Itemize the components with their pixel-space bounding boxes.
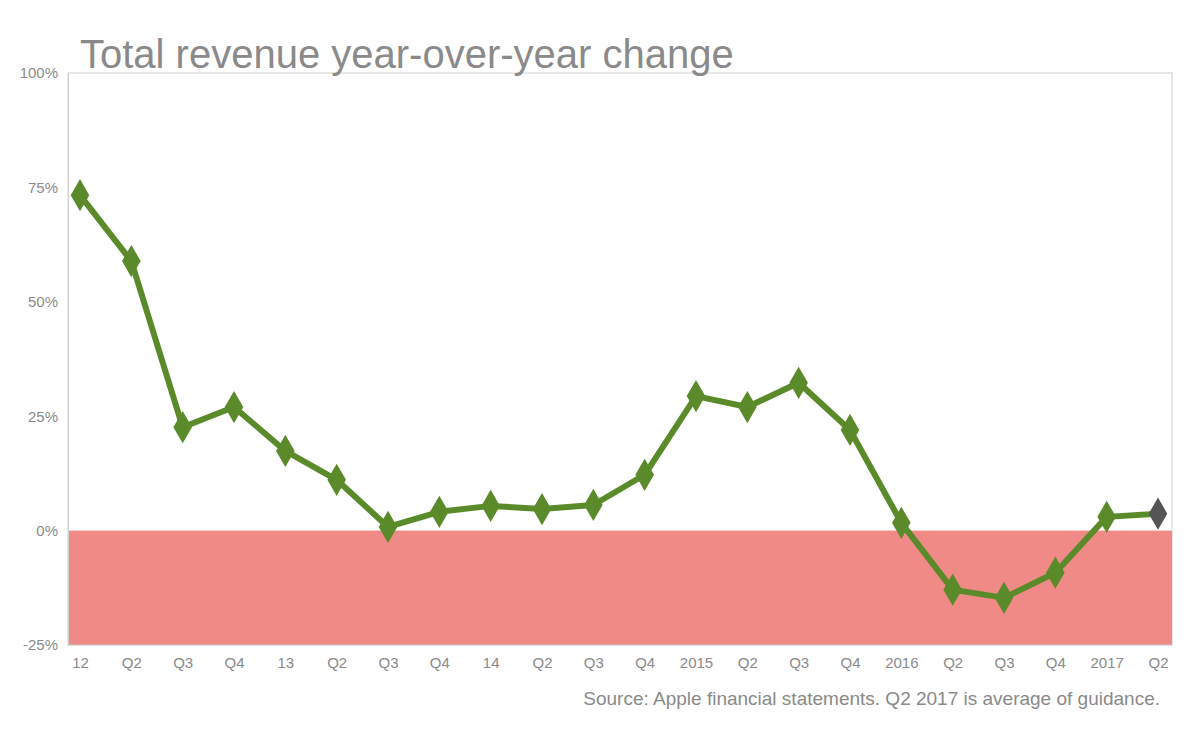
data-marker — [1097, 501, 1116, 533]
y-tick: 50% — [28, 293, 68, 310]
x-axis-line — [68, 645, 1172, 646]
plot-frame — [68, 73, 1172, 645]
data-marker — [738, 391, 757, 423]
y-axis: -25% 0% 25% 50% 75% 100% — [20, 64, 69, 653]
x-tick-label: Q3 — [173, 654, 193, 671]
y-tick-label: 100% — [20, 64, 58, 81]
x-tick: Q2 — [532, 645, 552, 671]
data-marker — [533, 493, 552, 525]
data-marker — [173, 411, 192, 443]
x-tick: Q2 — [327, 645, 347, 671]
data-marker — [327, 464, 346, 496]
y-tick-label: 25% — [28, 408, 58, 425]
y-tick: 75% — [28, 179, 68, 196]
x-tick-label: Q4 — [224, 654, 244, 671]
x-tick: 14 — [483, 645, 500, 671]
data-marker — [584, 489, 603, 521]
chart-title: Total revenue year-over-year change — [80, 32, 734, 76]
data-marker — [122, 245, 141, 277]
y-tick-label: 0% — [36, 522, 58, 539]
x-tick: Q4 — [430, 645, 450, 671]
x-tick: Q4 — [635, 645, 655, 671]
x-tick-label: Q3 — [378, 654, 398, 671]
y-tick: -25% — [23, 636, 68, 653]
x-tick-label: Q2 — [943, 654, 963, 671]
data-marker — [995, 582, 1014, 614]
x-tick: 2017 — [1090, 645, 1123, 671]
y-tick: 100% — [20, 64, 68, 81]
x-tick-label: Q4 — [430, 654, 450, 671]
data-marker — [841, 414, 860, 446]
x-tick-label: 13 — [277, 654, 294, 671]
x-tick: Q2 — [738, 645, 758, 671]
x-axis: 12 Q2 Q3 Q4 13 Q2 Q3 Q4 14 Q2 Q3 Q4 2015 Q2 Q3 Q4 2016 Q2… — [68, 645, 1172, 671]
data-marker — [687, 380, 706, 412]
y-tick: 0% — [36, 522, 68, 539]
x-tick-label: Q4 — [635, 654, 655, 671]
x-tick: Q4 — [224, 645, 244, 671]
chart: -25% 0% 25% 50% 75% 100% 12 Q2 Q3 Q4 13 Q2 Q3 Q4 14 Q2 Q… — [0, 0, 1200, 748]
data-marker — [430, 496, 449, 528]
x-tick: 2016 — [885, 645, 918, 671]
data-marker — [379, 511, 398, 543]
x-tick-label: Q3 — [584, 654, 604, 671]
x-tick: Q4 — [840, 645, 860, 671]
x-tick: Q3 — [994, 645, 1014, 671]
revenue-line — [80, 195, 1158, 598]
x-tick: Q2 — [1148, 645, 1168, 671]
y-tick-label: 75% — [28, 179, 58, 196]
x-tick: Q3 — [789, 645, 809, 671]
x-tick-label: Q3 — [994, 654, 1014, 671]
y-tick-label: 50% — [28, 293, 58, 310]
x-tick: Q3 — [173, 645, 193, 671]
data-marker — [892, 507, 911, 539]
y-tick-label: -25% — [23, 636, 58, 653]
x-tick: Q2 — [943, 645, 963, 671]
x-tick: 13 — [277, 645, 294, 671]
data-marker — [276, 435, 295, 467]
source-note: Source: Apple financial statements. Q2 2… — [583, 688, 1160, 709]
x-tick-label: 2016 — [885, 654, 918, 671]
x-tick: 2015 — [680, 645, 713, 671]
x-tick: Q4 — [1046, 645, 1066, 671]
x-tick-label: 12 — [72, 654, 89, 671]
data-marker — [71, 179, 90, 211]
data-marker — [481, 490, 500, 522]
negative-band — [68, 531, 1172, 645]
x-tick-label: Q3 — [789, 654, 809, 671]
data-marker — [225, 391, 244, 423]
x-tick-label: Q4 — [1046, 654, 1066, 671]
x-tick-label: 2015 — [680, 654, 713, 671]
data-marker — [1046, 557, 1065, 589]
data-marker — [789, 367, 808, 399]
x-tick: Q3 — [378, 645, 398, 671]
plot-area — [68, 179, 1172, 645]
data-marker — [635, 459, 654, 491]
x-tick-label: 2017 — [1090, 654, 1123, 671]
x-tick-label: Q2 — [327, 654, 347, 671]
data-marker — [1149, 498, 1168, 530]
y-tick: 25% — [28, 408, 68, 425]
x-tick-label: Q2 — [122, 654, 142, 671]
y-axis-line — [68, 74, 69, 646]
x-tick-label: 14 — [483, 654, 500, 671]
x-tick: Q2 — [122, 645, 142, 671]
x-tick-label: Q4 — [840, 654, 860, 671]
data-marker — [943, 574, 962, 606]
x-tick: 12 — [72, 645, 89, 671]
x-tick-label: Q2 — [1148, 654, 1168, 671]
x-tick: Q3 — [584, 645, 604, 671]
x-tick-label: Q2 — [738, 654, 758, 671]
x-tick-label: Q2 — [532, 654, 552, 671]
